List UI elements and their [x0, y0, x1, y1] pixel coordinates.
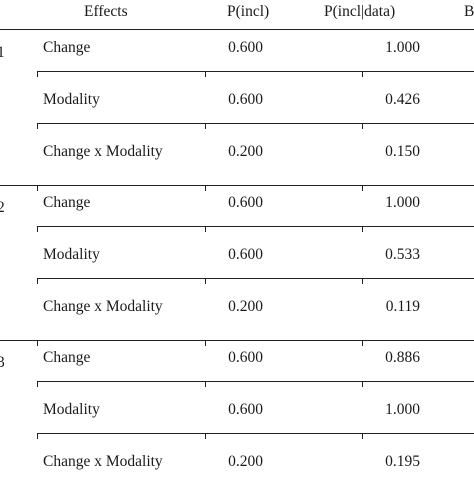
p-incl-data-cell: 1.000: [385, 39, 420, 56]
header-p-incl-data: P(incl|data): [324, 3, 396, 20]
divider-tick: [362, 185, 364, 191]
divider-tick: [205, 278, 207, 284]
divider-tick: [37, 123, 39, 129]
divider-tick: [362, 123, 364, 129]
effect-cell: Modality: [43, 91, 100, 108]
model-label: 3: [0, 354, 5, 371]
effect-cell: Change: [43, 39, 91, 56]
model-block: 3 Change 0.600 0.886 Modality 0.600 1.000 Chang…: [0, 343, 474, 498]
divider-tick: [205, 433, 207, 439]
divider-tick: [205, 71, 207, 77]
divider-tick: [205, 381, 207, 387]
results-table: Effects P(incl) P(incl|data) B 1 Change 0.…: [0, 3, 474, 470]
row-divider: [37, 123, 474, 129]
effect-cell: Change: [43, 194, 91, 211]
effect-cell: Modality: [43, 401, 100, 418]
row-divider: [37, 381, 474, 387]
effect-cell: Change: [43, 349, 91, 366]
divider-tick: [362, 381, 364, 387]
p-incl-cell: 0.600: [228, 401, 263, 418]
header-p-incl: P(incl): [227, 3, 270, 20]
divider-tick: [205, 185, 207, 191]
block-divider: [0, 340, 474, 346]
effect-cell: Change x Modality: [43, 143, 163, 160]
divider-tick: [362, 340, 364, 346]
p-incl-cell: 0.200: [228, 453, 263, 470]
row-divider: [37, 71, 474, 77]
divider-tick: [37, 71, 39, 77]
p-incl-cell: 0.200: [228, 143, 263, 160]
p-incl-data-cell: 1.000: [385, 194, 420, 211]
p-incl-cell: 0.600: [228, 39, 263, 56]
p-incl-data-cell: 0.886: [385, 349, 420, 366]
model-label: 2: [0, 199, 5, 216]
header-effects: Effects: [84, 3, 128, 20]
effect-cell: Change x Modality: [43, 298, 163, 315]
row-divider: [37, 278, 474, 284]
divider-tick: [362, 226, 364, 232]
divider-tick: [205, 340, 207, 346]
divider-tick: [362, 278, 364, 284]
p-incl-cell: 0.600: [228, 349, 263, 366]
p-incl-cell: 0.600: [228, 246, 263, 263]
divider-tick: [362, 71, 364, 77]
effect-cell: Modality: [43, 246, 100, 263]
model-label: 1: [0, 44, 5, 61]
block-divider: [0, 185, 474, 191]
divider-tick: [37, 340, 39, 346]
effect-cell: Change x Modality: [43, 453, 163, 470]
p-incl-data-cell: 0.533: [385, 246, 420, 263]
divider-tick: [37, 433, 39, 439]
model-block: 1 Change 0.600 1.000 Modality 0.600 0.426 Chang…: [0, 33, 474, 191]
header-bf-partial: B: [464, 3, 474, 20]
row-divider: [37, 226, 474, 232]
p-incl-cell: 0.600: [228, 194, 263, 211]
p-incl-data-cell: 0.119: [385, 298, 420, 315]
divider-tick: [205, 123, 207, 129]
p-incl-data-cell: 0.150: [385, 143, 420, 160]
divider-tick: [37, 185, 39, 191]
p-incl-data-cell: 1.000: [385, 401, 420, 418]
p-incl-data-cell: 0.426: [385, 91, 420, 108]
divider-tick: [37, 278, 39, 284]
divider-tick: [37, 381, 39, 387]
header-rule: [0, 29, 474, 31]
row-divider: [37, 433, 474, 439]
model-block: 2 Change 0.600 1.000 Modality 0.600 0.533 Chang…: [0, 188, 474, 346]
p-incl-data-cell: 0.195: [385, 453, 420, 470]
p-incl-cell: 0.200: [228, 298, 263, 315]
divider-tick: [37, 226, 39, 232]
p-incl-cell: 0.600: [228, 91, 263, 108]
divider-tick: [362, 433, 364, 439]
divider-tick: [205, 226, 207, 232]
